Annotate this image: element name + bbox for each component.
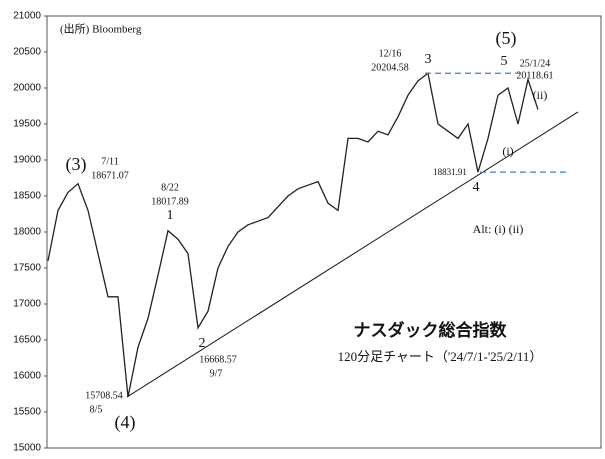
trend-line bbox=[126, 111, 579, 398]
y-tick-label: 15500 bbox=[13, 407, 41, 418]
annotation: 9/7 bbox=[210, 368, 223, 379]
price-line bbox=[47, 72, 539, 398]
y-tick-label: 18500 bbox=[13, 191, 41, 202]
chart-title: ナスダック総合指数 bbox=[354, 320, 508, 340]
annotation: 1 bbox=[167, 208, 174, 223]
y-tick-label: 15000 bbox=[13, 443, 41, 454]
annotation: 18831.91 bbox=[433, 167, 467, 177]
annotation: 2 bbox=[199, 336, 206, 351]
annotation: 18017.89 bbox=[151, 196, 189, 207]
y-tick-label: 20000 bbox=[13, 83, 41, 94]
annotation: 25/1/24 bbox=[520, 58, 551, 69]
annotation: 4 bbox=[473, 180, 480, 195]
annotation: 12/16 bbox=[379, 48, 402, 59]
y-tick-label: 19500 bbox=[13, 119, 41, 130]
annotation: 16668.57 bbox=[199, 354, 237, 365]
y-tick-label: 16500 bbox=[13, 335, 41, 346]
annotation: Alt: (i) (ii) bbox=[473, 222, 524, 236]
annotation: 15708.54 bbox=[85, 390, 123, 401]
annotation: 20204.58 bbox=[371, 62, 409, 73]
annotation: 7/11 bbox=[101, 156, 118, 167]
y-tick-label: 17000 bbox=[13, 299, 41, 310]
y-tick-label: 21000 bbox=[13, 11, 41, 22]
annotation: (ii) bbox=[533, 88, 548, 102]
annotation: (5) bbox=[496, 28, 517, 49]
annotation: (i) bbox=[502, 144, 513, 158]
annotation: (3) bbox=[66, 154, 87, 175]
annotation: (4) bbox=[115, 412, 136, 433]
y-tick-label: 16000 bbox=[13, 371, 41, 382]
y-tick-label: 18000 bbox=[13, 227, 41, 238]
annotation: 5 bbox=[501, 54, 508, 69]
y-tick-label: 17500 bbox=[13, 263, 41, 274]
annotation: 20118.61 bbox=[516, 70, 553, 81]
annotation: 18671.07 bbox=[91, 170, 129, 181]
chart-subtitle: 120分足チャート（'24/7/1-'25/2/11） bbox=[338, 349, 543, 364]
annotation: 3 bbox=[425, 52, 432, 67]
annotation: 8/22 bbox=[161, 182, 179, 193]
y-tick-label: 19000 bbox=[13, 155, 41, 166]
annotation: (出所) Bloomberg bbox=[60, 22, 142, 36]
y-tick-label: 20500 bbox=[13, 47, 41, 58]
annotation: 8/5 bbox=[90, 404, 103, 415]
